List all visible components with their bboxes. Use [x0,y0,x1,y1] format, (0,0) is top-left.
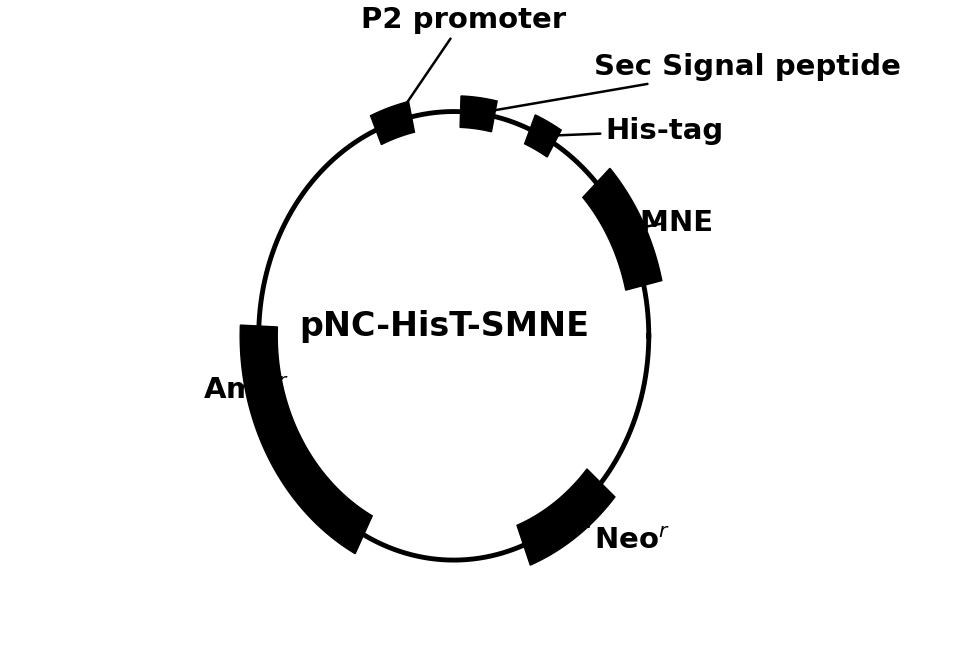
Text: Amp$^r$: Amp$^r$ [202,374,288,445]
Text: pNC-HisT-SMNE: pNC-HisT-SMNE [299,310,589,343]
Text: P2 promoter: P2 promoter [361,5,566,120]
Polygon shape [371,101,414,144]
Polygon shape [460,96,498,132]
Text: Sec Signal peptide: Sec Signal peptide [480,53,901,113]
Polygon shape [517,469,615,565]
Polygon shape [524,115,562,157]
Text: His-tag: His-tag [545,117,724,145]
Text: SMNE: SMNE [620,209,713,237]
Text: Neo$^r$: Neo$^r$ [568,521,670,555]
Polygon shape [240,325,372,554]
Polygon shape [583,168,662,290]
